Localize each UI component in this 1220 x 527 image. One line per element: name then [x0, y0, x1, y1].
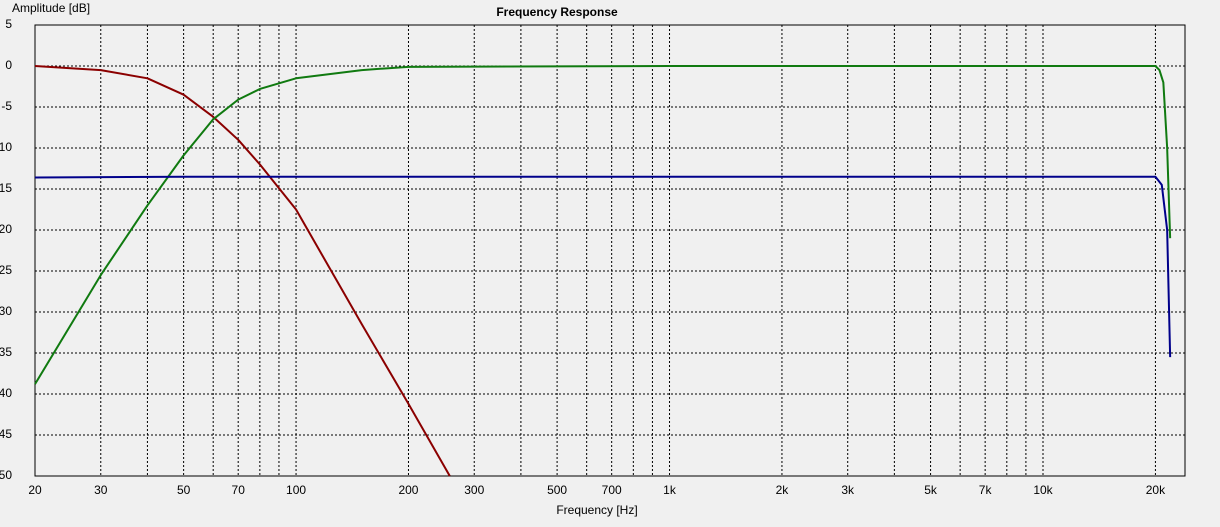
x-tick-label: 300 [464, 483, 484, 497]
x-tick-label: 1k [663, 483, 677, 497]
x-tick-label: 700 [602, 483, 622, 497]
y-tick-label: -10 [0, 140, 12, 154]
x-tick-label: 20k [1146, 483, 1166, 497]
x-tick-label: 50 [177, 483, 191, 497]
x-tick-label: 7k [979, 483, 993, 497]
x-tick-label: 30 [94, 483, 108, 497]
x-tick-label: 500 [547, 483, 567, 497]
y-tick-label: -20 [0, 222, 12, 236]
y-tick-label: -25 [0, 263, 12, 277]
y-tick-label: -35 [0, 345, 12, 359]
x-tick-label: 3k [841, 483, 855, 497]
y-tick-label: -15 [0, 181, 12, 195]
x-tick-label: 70 [232, 483, 246, 497]
x-tick-label: 20 [28, 483, 42, 497]
x-tick-label: 10k [1033, 483, 1053, 497]
y-tick-label: -30 [0, 304, 12, 318]
x-tick-label: 200 [398, 483, 418, 497]
y-tick-label: 0 [5, 58, 12, 72]
y-tick-label: -5 [1, 99, 12, 113]
chart-title: Frequency Response [496, 5, 618, 19]
y-axis-label: Amplitude [dB] [12, 1, 90, 15]
x-tick-label: 2k [776, 483, 790, 497]
x-tick-label: 5k [924, 483, 938, 497]
series-line [34, 65, 1172, 385]
x-tick-label: 100 [286, 483, 306, 497]
y-tick-label: -45 [0, 427, 12, 441]
series-line [34, 65, 451, 477]
y-tick-label: -40 [0, 386, 12, 400]
y-tick-label: 5 [5, 17, 12, 31]
plot-frame [34, 24, 1186, 477]
y-tick-label: -50 [0, 468, 12, 482]
series-line [34, 175, 1172, 358]
x-axis-label: Frequency [Hz] [556, 503, 637, 517]
